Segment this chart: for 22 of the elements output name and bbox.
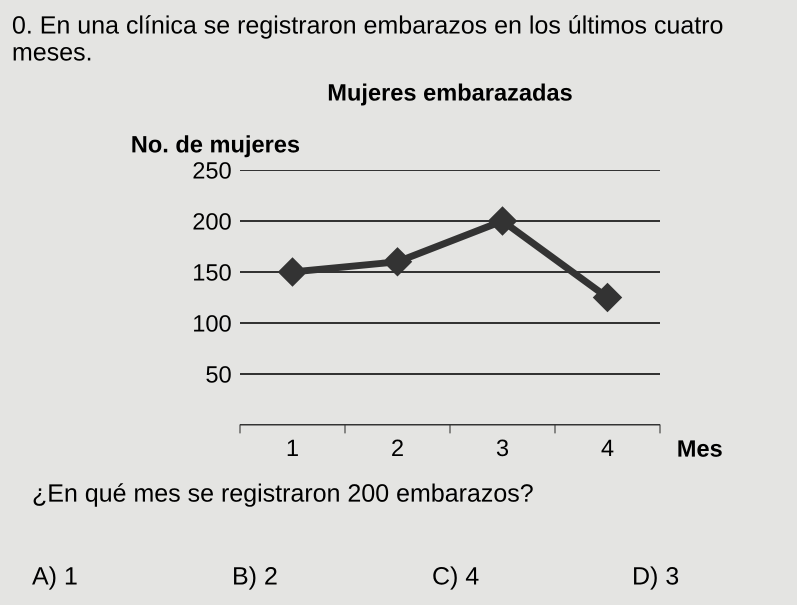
point — [488, 206, 517, 236]
text: ¿En qué mes se registraron 200 embarazos? — [34, 483, 533, 507]
point — [593, 283, 622, 312]
point — [278, 258, 307, 286]
point — [383, 247, 412, 276]
text: C) 4 — [433, 566, 478, 590]
chart-title: Mujeres embarazadas — [328, 83, 572, 106]
y-tick-label: 150 — [194, 264, 231, 281]
y-tick-label: 100 — [194, 315, 231, 332]
text: A) 1 — [32, 566, 77, 590]
text: B) 2 — [234, 566, 277, 590]
x-tick-label: 1 — [288, 440, 298, 456]
x-axis-title: Mes — [678, 440, 722, 457]
x-tick-label: 2 — [392, 440, 403, 456]
y-axis-title: No. de mujeres — [132, 135, 300, 158]
x-tick-label: 4 — [601, 440, 614, 456]
y-tick-label: 250 — [193, 162, 231, 179]
x-tick-label: 3 — [496, 440, 508, 456]
text: 0. En una clínica se registraron embarazos en los últimos cuatro meses. — [12, 15, 722, 61]
y-tick-label: 200 — [193, 213, 231, 230]
text: D) 3 — [634, 566, 678, 590]
y-tick-label: 50 — [206, 366, 231, 383]
